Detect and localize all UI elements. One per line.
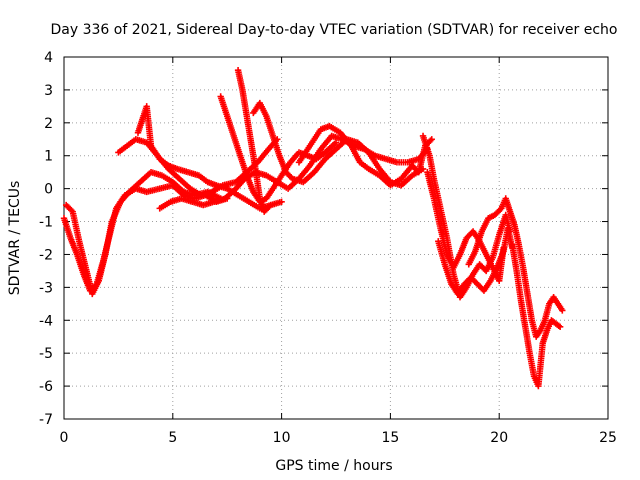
- y-tick-label: -7: [39, 412, 53, 428]
- y-tick-label: -2: [39, 247, 53, 263]
- x-tick-label: 20: [490, 430, 508, 446]
- data-point: [496, 206, 504, 213]
- x-tick-label: 5: [168, 430, 177, 446]
- y-tick-label: -1: [39, 215, 53, 231]
- y-tick-label: -5: [39, 346, 53, 362]
- data-point: [332, 139, 340, 146]
- data-point: [427, 137, 434, 144]
- chart-title: Day 336 of 2021, Sidereal Day-to-day VTE…: [51, 22, 618, 38]
- data-point: [559, 307, 566, 314]
- x-tick-label: 15: [381, 430, 399, 446]
- grid: [64, 57, 608, 419]
- data-point: [68, 207, 75, 214]
- data-point: [556, 323, 564, 331]
- data-point: [267, 201, 274, 209]
- y-tick-label: 4: [44, 50, 53, 66]
- x-axis-label: GPS time / hours: [275, 458, 392, 474]
- y-tick-label: -4: [39, 313, 53, 329]
- y-tick-label: 1: [44, 149, 53, 165]
- data-point: [428, 136, 435, 143]
- data-point: [278, 198, 285, 205]
- y-tick-label: 3: [44, 83, 53, 99]
- x-tick-label: 10: [273, 430, 291, 446]
- y-axis-label: SDTVAR / TECUs: [7, 181, 23, 296]
- y-tick-label: -6: [39, 379, 53, 395]
- x-tick-label: 25: [599, 430, 617, 446]
- y-tick-label: 0: [44, 182, 53, 198]
- data-point: [266, 203, 273, 210]
- axis-ticks: 0 5 10 15 20 25 -7 -6 -5 -4 -3 -2 -1 0 1 2 3 4: [39, 50, 617, 446]
- y-tick-label: -3: [39, 280, 53, 296]
- x-tick-label: 0: [60, 430, 69, 446]
- data-markers: [60, 66, 566, 390]
- plot-frame: [63, 56, 609, 420]
- y-tick-label: 2: [44, 116, 53, 132]
